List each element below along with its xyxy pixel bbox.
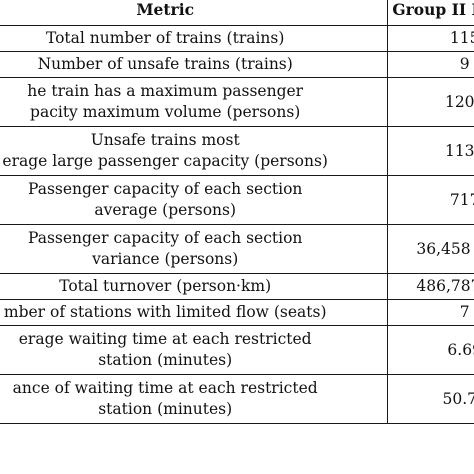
value-cell: 9 (387, 51, 474, 78)
metric-cell: ance of waiting time at each restricted s… (0, 374, 389, 424)
value-cell: 1203 (387, 77, 474, 127)
table-row: Passenger capacity of each section averag… (0, 175, 474, 225)
table-row: erage waiting time at each restricted sta… (0, 325, 474, 375)
table-row: mber of stations with limited flow (seat… (0, 299, 474, 326)
metric-cell: Number of unsafe trains (trains) (0, 51, 389, 78)
metric-cell: Passenger capacity of each section varian… (0, 224, 389, 274)
value-cell: 1136 (387, 126, 474, 176)
table-row: Total number of trains (trains) 115 (0, 25, 474, 52)
value-cell: 36,458 (387, 224, 474, 274)
table-row: he train has a maximum passenger pacity m… (0, 77, 474, 127)
value-cell: 50.73 (387, 374, 474, 424)
metric-cell: mber of stations with limited flow (seat… (0, 299, 389, 326)
metrics-table: Metric Group II Expe Total number of tra… (0, 0, 474, 424)
metric-cell: Unsafe trains most erage large passenger … (0, 126, 389, 176)
table-body: Total number of trains (trains)115Number… (0, 25, 474, 424)
metric-line: ance of waiting time at each restricted (12, 379, 318, 397)
metric-line: Passenger capacity of each section (27, 229, 303, 247)
metric-line: pacity maximum volume (persons) (30, 103, 301, 121)
metric-line: mber of stations with limited flow (seat… (3, 303, 327, 321)
value-cell: 717 (387, 175, 474, 225)
metric-line: variance (persons) (92, 250, 239, 268)
metric-line: station (minutes) (98, 351, 233, 369)
metric-line: erage large passenger capacity (persons) (2, 152, 328, 170)
metric-line: Total turnover (person·km) (59, 277, 272, 295)
metric-line: average (persons) (94, 201, 237, 219)
metric-line: station (minutes) (98, 400, 233, 418)
metric-cell: he train has a maximum passenger pacity m… (0, 77, 389, 127)
table-row: ance of waiting time at each restricted s… (0, 374, 474, 424)
value-cell: 115 (387, 25, 474, 52)
metric-column-header: Metric (0, 0, 389, 26)
value-cell: 486,787 (387, 273, 474, 300)
metric-line: Unsafe trains most (90, 131, 240, 149)
metric-line: Passenger capacity of each section (27, 180, 303, 198)
table-row: Total turnover (person·km) 486,787 (0, 273, 474, 300)
metric-cell: Total turnover (person·km) (0, 273, 389, 300)
header-row: Metric Group II Expe (0, 0, 474, 26)
metric-line: Total number of trains (trains) (45, 29, 285, 47)
metric-cell: erage waiting time at each restricted sta… (0, 325, 389, 375)
metric-line: he train has a maximum passenger (27, 82, 304, 100)
value-cell: 6.69 (387, 325, 474, 375)
metric-line: Number of unsafe trains (trains) (37, 55, 293, 73)
metric-line: erage waiting time at each restricted (18, 330, 312, 348)
group-column-header: Group II Expe (387, 0, 474, 26)
metric-cell: Passenger capacity of each section averag… (0, 175, 389, 225)
metric-cell: Total number of trains (trains) (0, 25, 389, 52)
table-row: Number of unsafe trains (trains) 9 (0, 51, 474, 78)
table-row: Passenger capacity of each section varian… (0, 224, 474, 274)
table-row: Unsafe trains most erage large passenger … (0, 126, 474, 176)
value-cell: 7 (387, 299, 474, 326)
